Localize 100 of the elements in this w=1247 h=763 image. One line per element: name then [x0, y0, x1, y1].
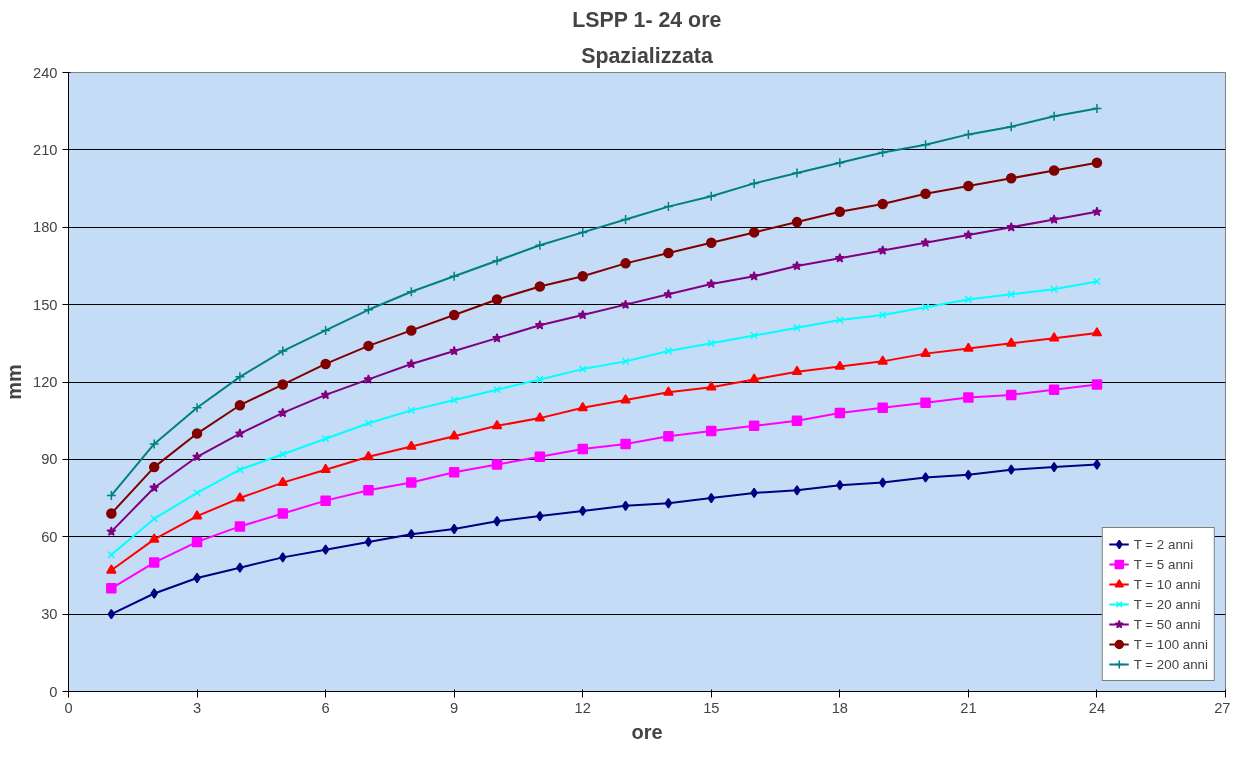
point	[406, 358, 417, 369]
point	[1005, 173, 1017, 184]
point	[878, 477, 887, 488]
point	[106, 564, 117, 574]
point	[191, 510, 203, 520]
point	[1048, 332, 1060, 342]
legend-label: T = 50 anni	[1133, 616, 1201, 632]
point	[277, 476, 289, 486]
point	[963, 392, 974, 403]
point	[1005, 389, 1017, 401]
point	[963, 229, 974, 240]
point	[706, 425, 717, 437]
point	[491, 255, 503, 267]
point	[834, 206, 846, 218]
point	[793, 485, 801, 496]
y-tick-label: 150	[33, 296, 58, 313]
x-tick-label: 0	[64, 699, 73, 716]
point	[748, 227, 760, 238]
point	[277, 407, 288, 418]
point	[921, 472, 930, 483]
point	[663, 247, 674, 259]
point	[493, 516, 501, 527]
point	[578, 505, 587, 517]
point	[234, 371, 246, 383]
point	[834, 407, 846, 419]
point	[877, 402, 888, 414]
point	[191, 402, 203, 414]
y-tick-label: 180	[33, 219, 58, 236]
point	[279, 552, 287, 563]
point	[791, 365, 803, 376]
point	[920, 397, 931, 408]
legend-label: T = 5 anni	[1133, 556, 1194, 572]
point	[791, 167, 803, 179]
point	[278, 450, 287, 459]
point	[920, 188, 931, 199]
point	[406, 325, 417, 336]
point	[963, 342, 974, 352]
point	[963, 180, 974, 192]
point	[663, 386, 674, 396]
point	[320, 463, 331, 474]
point	[1093, 459, 1101, 470]
x-tick-label: 15	[703, 699, 720, 716]
point	[1005, 121, 1017, 132]
x-tick-label: 3	[192, 699, 202, 716]
point	[234, 399, 246, 411]
point	[406, 440, 417, 450]
chart-title: LSPP 1- 24 ore	[572, 7, 722, 32]
y-tick-label: 90	[41, 451, 58, 468]
point	[663, 430, 674, 442]
point	[1049, 214, 1060, 224]
point	[748, 373, 760, 383]
point	[448, 467, 460, 478]
legend-label: T = 10 anni	[1133, 576, 1201, 592]
point	[1091, 327, 1103, 337]
x-tick-label: 24	[1088, 699, 1106, 716]
point	[448, 430, 460, 440]
chart-subtitle: Spazializzata	[581, 43, 713, 68]
legend-label: T = 20 anni	[1133, 596, 1201, 612]
point	[106, 508, 117, 519]
point	[150, 588, 158, 599]
point	[620, 394, 631, 404]
point	[363, 304, 374, 316]
y-tick-label: 30	[41, 606, 58, 623]
point	[534, 451, 546, 463]
point	[707, 339, 716, 348]
point	[321, 434, 330, 443]
point	[877, 245, 888, 255]
point	[491, 332, 503, 343]
y-tick-label: 0	[49, 683, 58, 700]
point	[364, 419, 373, 428]
point	[191, 428, 203, 439]
point	[1007, 464, 1015, 475]
legend-label: T = 2 anni	[1133, 536, 1194, 552]
point	[364, 536, 373, 548]
point	[1048, 165, 1060, 176]
point	[534, 412, 546, 422]
point	[791, 260, 803, 271]
legend-label: T = 100 anni	[1133, 636, 1208, 652]
point	[193, 488, 201, 497]
point	[877, 355, 888, 365]
point	[107, 608, 116, 620]
point	[577, 271, 588, 282]
point	[236, 562, 244, 573]
x-axis-title: ore	[631, 720, 663, 743]
point	[449, 345, 460, 356]
point	[148, 533, 160, 543]
point	[834, 157, 846, 169]
point	[706, 278, 717, 289]
point	[577, 443, 588, 455]
point	[106, 583, 117, 594]
point	[749, 271, 760, 281]
point	[320, 389, 331, 400]
point	[1091, 206, 1102, 217]
point	[620, 438, 631, 450]
point	[620, 258, 631, 269]
point	[877, 198, 888, 210]
point	[320, 495, 331, 506]
y-tick-label: 210	[33, 141, 58, 158]
x-tick-label: 21	[960, 699, 977, 716]
point	[407, 406, 416, 415]
